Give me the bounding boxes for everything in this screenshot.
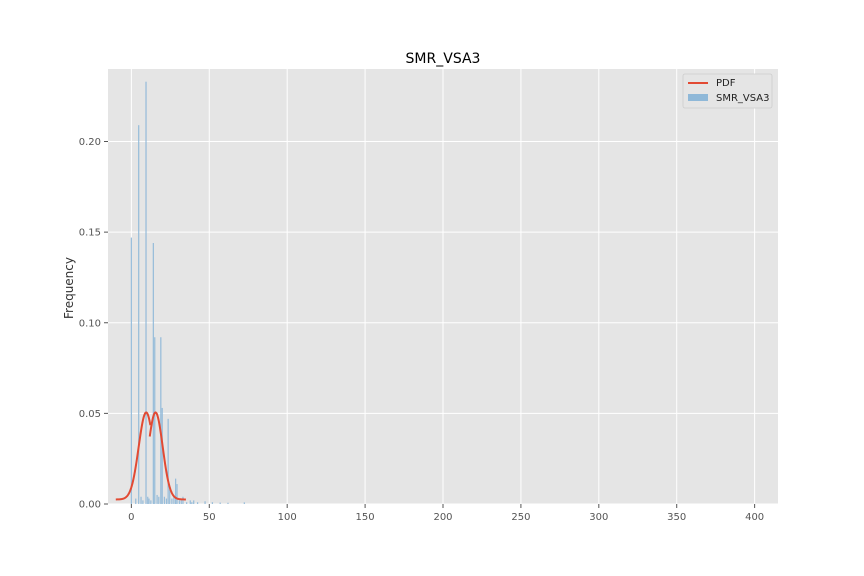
x-tick-label: 250 xyxy=(511,512,530,523)
histogram-bar xyxy=(135,498,137,504)
histogram-bar xyxy=(173,496,175,504)
x-tick-label: 350 xyxy=(667,512,686,523)
histogram-bar xyxy=(148,498,150,504)
histogram-bars xyxy=(130,81,245,504)
histogram-bar xyxy=(186,502,188,504)
histogram-bar xyxy=(196,502,199,504)
legend-hist-swatch xyxy=(688,94,708,101)
histogram-bar xyxy=(176,484,178,504)
y-tick-label: 0.00 xyxy=(79,500,101,511)
histogram-bar xyxy=(152,243,154,504)
x-tick-label: 150 xyxy=(356,512,375,523)
legend: PDF SMR_VSA3 xyxy=(682,73,773,109)
x-tick-label: 50 xyxy=(203,512,216,523)
histogram-bar xyxy=(227,502,229,504)
x-tick-label: 100 xyxy=(278,512,297,523)
histogram-bar xyxy=(161,407,163,504)
histogram-bar xyxy=(142,500,144,504)
histogram-bar xyxy=(171,498,173,504)
x-tick-label: 300 xyxy=(589,512,608,523)
y-tick-label: 0.05 xyxy=(79,409,101,420)
histogram-bar xyxy=(138,125,140,504)
legend-pdf-label: PDF xyxy=(716,78,736,89)
histogram-bar xyxy=(156,494,158,504)
histogram-bar xyxy=(167,418,169,504)
histogram-bar xyxy=(140,496,142,504)
y-axis-label: Frequency xyxy=(62,257,76,319)
y-axis-ticks: 0.00 0.05 0.10 0.15 0.20 xyxy=(79,137,108,511)
histogram-bar xyxy=(193,500,195,504)
histogram-bar xyxy=(147,496,149,504)
pdf-curve xyxy=(148,411,186,501)
y-tick-label: 0.10 xyxy=(79,318,101,329)
histogram-bar xyxy=(169,489,171,504)
legend-hist-label: SMR_VSA3 xyxy=(716,93,770,104)
x-axis-ticks: 0 50 100 150 200 250 300 350 400 xyxy=(128,504,764,523)
y-tick-label: 0.20 xyxy=(79,137,101,148)
histogram-bar xyxy=(180,500,182,504)
histogram-bar xyxy=(175,478,177,504)
histogram-bar xyxy=(189,500,191,504)
y-tick-label: 0.15 xyxy=(79,228,101,239)
histogram-bar xyxy=(204,501,206,504)
grid xyxy=(108,69,778,505)
chart-title: SMR_VSA3 xyxy=(406,51,481,67)
histogram-bar xyxy=(150,500,152,504)
histogram-bar xyxy=(178,500,180,504)
x-tick-label: 400 xyxy=(745,512,764,523)
histogram-bar xyxy=(145,81,147,504)
histogram-bar xyxy=(154,337,156,504)
histogram-bar xyxy=(219,502,221,504)
x-tick-label: 0 xyxy=(128,512,134,523)
histogram-bar xyxy=(158,496,160,504)
histogram-bar xyxy=(191,502,193,504)
histogram-bar xyxy=(165,498,168,504)
histogram-bar xyxy=(160,337,162,504)
pdf-curves xyxy=(115,411,186,501)
pdf-curve xyxy=(115,411,152,501)
histogram-bar xyxy=(163,496,166,504)
x-tick-label: 200 xyxy=(433,512,452,523)
histogram-bar xyxy=(243,502,245,504)
histogram-bar xyxy=(130,237,132,504)
histogram-bar xyxy=(211,502,214,504)
